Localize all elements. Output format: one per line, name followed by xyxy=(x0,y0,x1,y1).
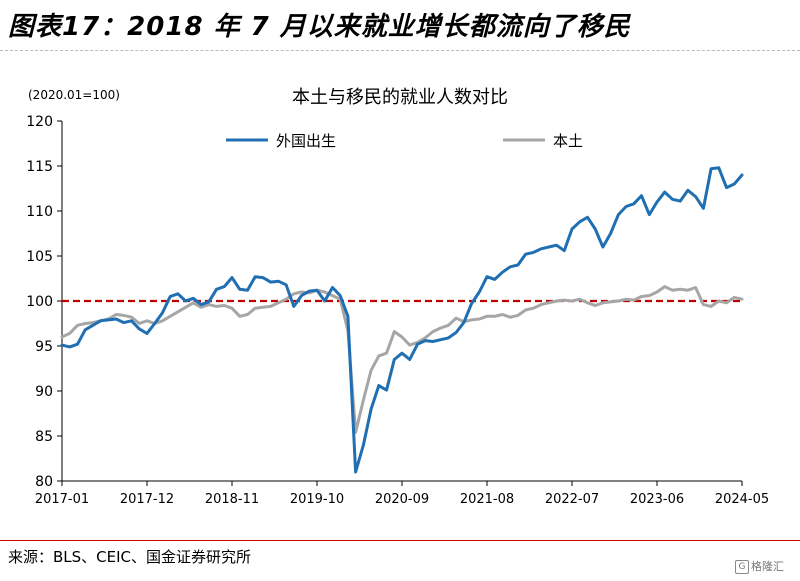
legend: 外国出生 本土 xyxy=(226,132,583,150)
series-group xyxy=(60,166,744,474)
y-tick-label: 115 xyxy=(26,159,53,175)
x-tick-label: 2018-11 xyxy=(205,492,259,507)
watermark-text: 格隆汇 xyxy=(751,560,784,573)
x-tick-label: 2021-08 xyxy=(460,492,514,507)
x-tick-label: 2022-07 xyxy=(545,492,599,507)
x-tick-label: 2020-09 xyxy=(375,492,429,507)
watermark: G 格隆汇 xyxy=(735,558,784,574)
x-tick-label: 2019-10 xyxy=(290,492,344,507)
source-divider xyxy=(0,540,800,541)
legend-label-foreign-born: 外国出生 xyxy=(276,132,336,150)
y-tick-label: 100 xyxy=(26,294,53,310)
y-tick-label: 120 xyxy=(26,114,53,130)
source-note: 来源：BLS、CEIC、国金证券研究所 xyxy=(8,548,252,566)
x-tick-label: 2017-01 xyxy=(35,492,89,507)
chart-title: 本土与移民的就业人数对比 xyxy=(292,87,508,108)
series-line-foreign-born xyxy=(60,166,744,474)
title-divider xyxy=(0,50,800,51)
x-tick-label: 2024-05 xyxy=(715,492,769,507)
y-tick-label: 90 xyxy=(35,384,53,400)
series-line-native-born xyxy=(60,285,744,434)
figure-title: 图表17：2018 年 7 月以来就业增长都流向了移民 xyxy=(8,12,631,42)
employment-line-chart: 本土与移民的就业人数对比 (2020.01=100) 外国出生 本土 80 85 90… xyxy=(26,87,769,507)
x-tick-label: 2023-06 xyxy=(630,492,684,507)
y-tick-label: 80 xyxy=(35,474,53,490)
y-tick-label: 95 xyxy=(35,339,53,355)
x-tick-label: 2017-12 xyxy=(120,492,174,507)
watermark-logo-icon: G xyxy=(735,560,749,574)
y-tick-label: 85 xyxy=(35,429,53,445)
unit-label: (2020.01=100) xyxy=(28,88,120,102)
legend-label-native-born: 本土 xyxy=(553,132,583,150)
y-axis: 80 85 90 95 100 105 110 115 120 xyxy=(26,114,63,490)
x-axis: 2017-01 2017-12 2018-11 2019-10 2020-09 2021-… xyxy=(35,480,769,507)
y-tick-label: 105 xyxy=(26,249,53,265)
y-tick-label: 110 xyxy=(26,204,53,220)
